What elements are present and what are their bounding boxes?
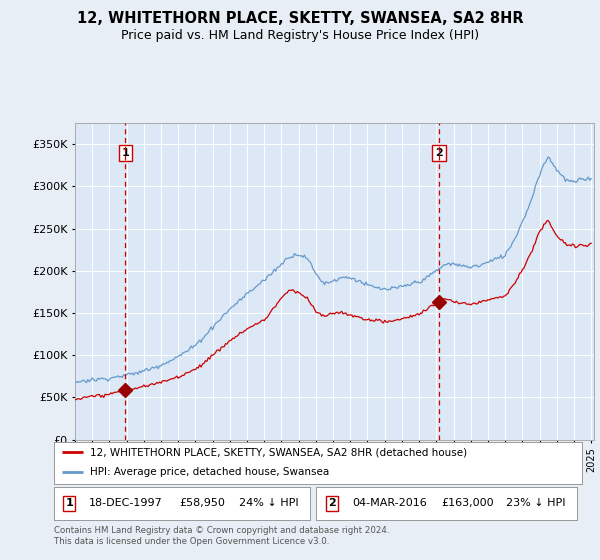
Text: £163,000: £163,000 (442, 498, 494, 508)
Text: 1: 1 (65, 498, 73, 508)
Text: 24% ↓ HPI: 24% ↓ HPI (239, 498, 299, 508)
Text: 1: 1 (121, 148, 129, 158)
Text: Contains HM Land Registry data © Crown copyright and database right 2024.
This d: Contains HM Land Registry data © Crown c… (54, 526, 389, 546)
Text: 2: 2 (435, 148, 443, 158)
Text: £58,950: £58,950 (179, 498, 226, 508)
Text: 23% ↓ HPI: 23% ↓ HPI (506, 498, 565, 508)
Text: 12, WHITETHORN PLACE, SKETTY, SWANSEA, SA2 8HR: 12, WHITETHORN PLACE, SKETTY, SWANSEA, S… (77, 11, 523, 26)
Text: HPI: Average price, detached house, Swansea: HPI: Average price, detached house, Swan… (90, 468, 329, 478)
Text: Price paid vs. HM Land Registry's House Price Index (HPI): Price paid vs. HM Land Registry's House … (121, 29, 479, 42)
Text: 18-DEC-1997: 18-DEC-1997 (89, 498, 163, 508)
Text: 2: 2 (328, 498, 335, 508)
Text: 04-MAR-2016: 04-MAR-2016 (352, 498, 427, 508)
Text: 12, WHITETHORN PLACE, SKETTY, SWANSEA, SA2 8HR (detached house): 12, WHITETHORN PLACE, SKETTY, SWANSEA, S… (90, 447, 467, 458)
